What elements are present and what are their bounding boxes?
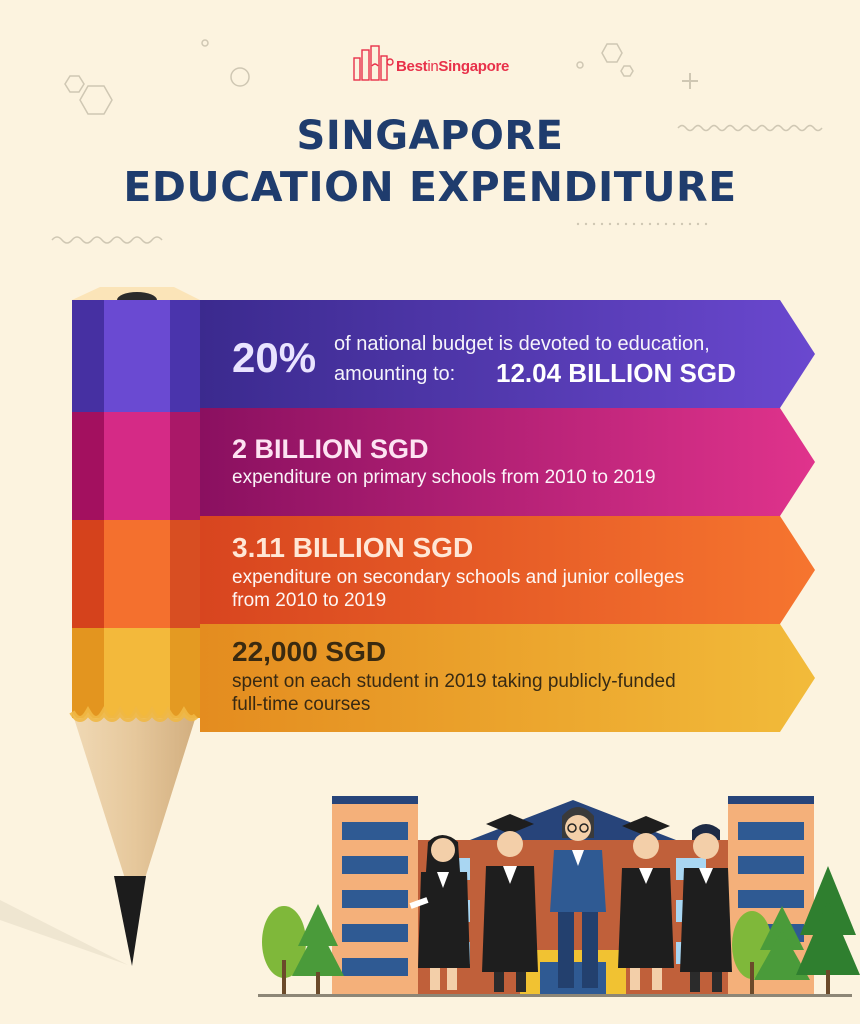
tree-icon [298,904,338,946]
plus-icon [682,73,698,89]
hexagon-icon [601,43,623,63]
stat-4-headline: 22,000 SGD [232,636,387,667]
hexagon-icon [620,65,634,77]
stat-band-2 [200,408,815,516]
brand-name-part: Singapore [438,58,510,75]
stat-band-1 [200,300,815,408]
graduate-figure [482,814,538,992]
stat-1-text-line1: of national budget is devoted to educati… [334,333,710,355]
brand-logo-text[interactable]: BestinSingapore [396,58,509,75]
brand-name-part: in [427,58,439,75]
graduate-figure [618,816,674,990]
city-skyline-icon [353,45,394,81]
graduate-figure [680,824,732,992]
circle-icon [201,39,209,47]
stat-4-description-line2: full-time courses [232,694,371,715]
tree-icon [262,906,306,978]
teacher-figure [550,807,606,988]
stat-3-description-line1: expenditure on secondary schools and jun… [232,567,685,588]
hexagon-icon [79,85,113,115]
stat-4-description-line1: spent on each student in 2019 taking pub… [232,671,676,692]
stat-2-headline: 2 BILLION SGD [232,434,429,464]
stat-1-text-line2: amounting to: [334,363,456,385]
wave-line [677,124,823,132]
pencil-wood [72,712,196,888]
pencil-lead-tip [114,876,146,966]
stat-1-amount: 12.04 BILLION SGD [496,358,736,388]
stat-band-4 [200,624,815,732]
page-title-line1: SINGAPORE [296,113,564,159]
hexagon-icon [64,75,85,93]
stat-3-headline: 3.11 BILLION SGD [232,532,474,563]
graduate-figure [409,835,470,990]
brand-name-part: Best [396,58,428,75]
wave-line [51,236,163,244]
stat-band-3 [200,516,815,624]
tree-icon [760,906,804,950]
stat-1-percentage: 20% [232,334,317,381]
stat-3-description-line2: from 2010 to 2019 [232,590,387,611]
stat-2-description: expenditure on primary schools from 2010… [232,467,656,488]
circle-icon [576,61,584,69]
circle-icon [230,67,250,87]
page-title-line2: EDUCATION EXPENDITURE [123,163,737,211]
tree-icon [732,911,772,979]
